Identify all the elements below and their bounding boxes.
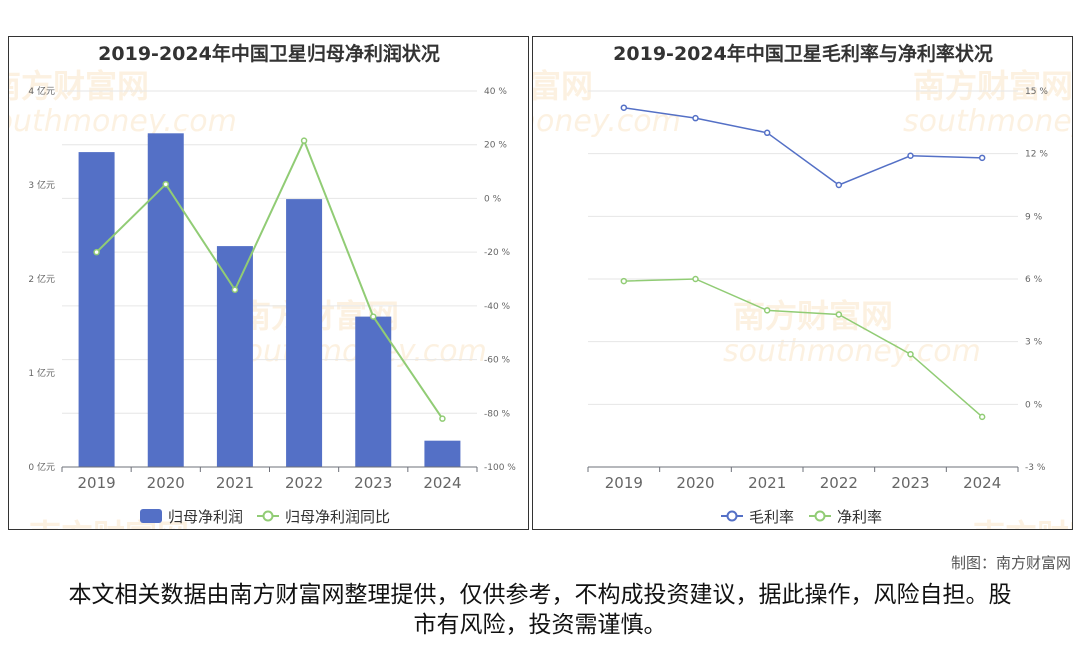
legend-label-line: 归母净利润同比 bbox=[285, 508, 390, 526]
chart-title: 2019-2024年中国卫星毛利率与净利率状况 bbox=[613, 42, 993, 65]
chart-credit: 制图：南方财富网 bbox=[950, 554, 1071, 572]
watermark-text: southmoney.com bbox=[533, 104, 681, 139]
legend-swatch-marker bbox=[262, 510, 274, 522]
bar-2023 bbox=[355, 316, 392, 467]
y-tick-label: 3 % bbox=[1025, 338, 1043, 348]
point-yoy-2022 bbox=[300, 137, 308, 144]
x-tick-label: 2019 bbox=[77, 474, 115, 492]
bar-2022 bbox=[286, 199, 323, 467]
bar-2020 bbox=[147, 133, 184, 468]
point-0-2021 bbox=[763, 129, 771, 137]
point-1-2023 bbox=[907, 350, 914, 358]
watermark-text: 南方财富网 bbox=[913, 67, 1073, 105]
x-tick-label: 2023 bbox=[354, 474, 392, 492]
y-right-tick-label: 40 % bbox=[484, 87, 507, 97]
y-left-tick-label: 4 亿元 bbox=[28, 85, 55, 97]
y-right-tick-label: -20 % bbox=[484, 248, 511, 258]
y-left-tick-label: 3 亿元 bbox=[28, 179, 55, 191]
y-tick-label: 12 % bbox=[1025, 150, 1048, 160]
point-0-2022 bbox=[835, 181, 843, 189]
point-1-2022 bbox=[835, 311, 843, 318]
watermark-text: southmoney.com bbox=[723, 334, 981, 369]
legend-label-bar: 归母净利润 bbox=[168, 508, 243, 526]
y-right-tick-label: 0 % bbox=[484, 194, 502, 204]
x-tick-label: 2020 bbox=[676, 474, 714, 492]
point-0-2024 bbox=[978, 154, 986, 162]
x-tick-label: 2022 bbox=[285, 474, 323, 492]
point-1-2021 bbox=[763, 307, 771, 314]
y-right-tick-label: -100 % bbox=[484, 463, 516, 473]
point-yoy-2024 bbox=[439, 415, 446, 422]
legend-swatch-net-marker bbox=[814, 510, 826, 522]
x-tick-label: 2024 bbox=[423, 474, 461, 492]
y-left-tick-label: 2 亿元 bbox=[28, 273, 55, 285]
y-tick-label: 6 % bbox=[1025, 275, 1043, 285]
legend-swatch-gross-marker bbox=[726, 510, 738, 522]
x-tick-label: 2023 bbox=[891, 474, 929, 492]
chart-title: 2019-2024年中国卫星归母净利润状况 bbox=[98, 42, 440, 65]
watermark-text: southmoney.com bbox=[903, 104, 1073, 139]
watermark-text: 南方财富网 bbox=[9, 67, 149, 105]
point-1-2019 bbox=[620, 277, 628, 285]
bar-2024 bbox=[424, 440, 461, 467]
disclaimer-text: 本文相关数据由南方财富网整理提供，仅供参考，不构成投资建议，据此操作，风险自担。… bbox=[68, 582, 1012, 638]
watermark-layer: 南方财富网southmoney.com南方财富网southmoney.com南方… bbox=[533, 67, 1073, 530]
y-left-tick-label: 1 亿元 bbox=[28, 367, 55, 379]
watermark-text: 南方财富网 bbox=[533, 67, 593, 105]
x-tick-label: 2019 bbox=[605, 474, 643, 492]
y-right-tick-label: -80 % bbox=[484, 409, 511, 419]
point-yoy-2021 bbox=[231, 286, 239, 293]
right-chart-svg: 南方财富网southmoney.com南方财富网southmoney.com南方… bbox=[533, 42, 1073, 530]
point-0-2019 bbox=[620, 104, 628, 111]
point-1-2024 bbox=[978, 413, 986, 421]
point-1-2020 bbox=[692, 275, 699, 283]
x-tick-label: 2022 bbox=[820, 474, 858, 492]
y-right-tick-label: -40 % bbox=[484, 302, 511, 312]
right-chart-panel: 南方财富网southmoney.com南方财富网southmoney.com南方… bbox=[532, 36, 1073, 530]
point-0-2023 bbox=[907, 152, 914, 160]
legend[interactable]: 归母净利润 归母净利润同比 bbox=[140, 508, 390, 526]
y-left-tick-label: 0 亿元 bbox=[28, 461, 55, 473]
watermark-text: 南方财富网 bbox=[733, 297, 893, 335]
series-line-0 bbox=[623, 106, 983, 186]
x-tick-label: 2021 bbox=[748, 474, 786, 492]
point-yoy-2019 bbox=[93, 248, 100, 256]
point-0-2020 bbox=[692, 114, 699, 122]
y-tick-label: 9 % bbox=[1025, 212, 1043, 222]
watermark-text: 南方财富网 bbox=[29, 517, 189, 530]
point-yoy-2023 bbox=[370, 313, 377, 320]
y-tick-label: -3 % bbox=[1025, 463, 1046, 473]
x-tick-label: 2021 bbox=[216, 474, 254, 492]
legend[interactable]: 毛利率 净利率 bbox=[721, 508, 882, 526]
series-line-1 bbox=[623, 278, 983, 418]
x-tick-label: 2024 bbox=[963, 474, 1001, 492]
y-tick-label: 15 % bbox=[1025, 87, 1048, 97]
legend-label-net: 净利率 bbox=[837, 508, 882, 526]
bar-2019 bbox=[78, 152, 115, 467]
point-yoy-2020 bbox=[162, 180, 169, 188]
watermark-text: southmoney.com bbox=[9, 104, 237, 139]
y-tick-label: 0 % bbox=[1025, 400, 1043, 410]
y-right-tick-label: 20 % bbox=[484, 141, 507, 151]
bar-2021 bbox=[216, 246, 253, 467]
watermark-text: 南方财富网 bbox=[973, 517, 1073, 530]
legend-label-gross: 毛利率 bbox=[749, 508, 794, 526]
legend-swatch-bar bbox=[140, 509, 162, 523]
line-yoy bbox=[95, 138, 444, 420]
x-tick-label: 2020 bbox=[147, 474, 185, 492]
left-chart-panel: 南方财富网southmoney.com南方财富网southmoney.com南方… bbox=[8, 36, 529, 530]
y-right-tick-label: -60 % bbox=[484, 356, 511, 366]
left-chart-svg: 南方财富网southmoney.com南方财富网southmoney.com南方… bbox=[9, 42, 516, 530]
